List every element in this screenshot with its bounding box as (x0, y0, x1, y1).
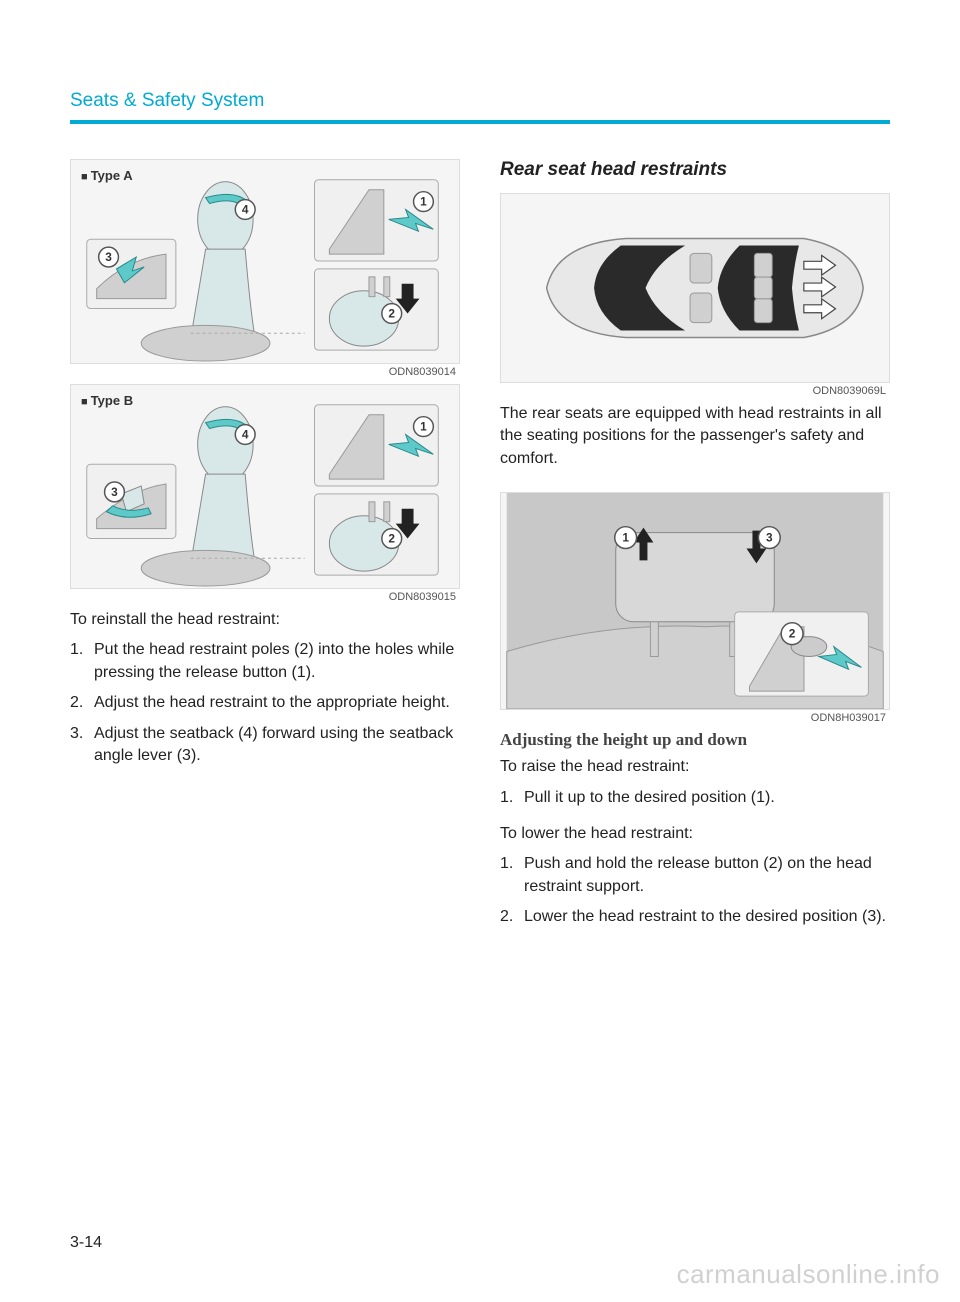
figure-code: ODN8039014 (70, 366, 460, 378)
callout-3: 3 (766, 531, 773, 545)
raise-intro: To raise the head restraint: (500, 756, 890, 778)
right-column: Rear seat head restraints ODN (500, 159, 890, 937)
callout-4: 4 (242, 203, 249, 217)
adjust-subheading: Adjusting the height up and down (500, 730, 890, 750)
two-column-layout: Type A 4 (70, 159, 890, 937)
header-rule (70, 120, 890, 124)
car-top-diagram (501, 194, 889, 382)
figure-code: ODN8H039017 (500, 712, 890, 724)
left-column: Type A 4 (70, 159, 460, 937)
callout-1: 1 (420, 420, 427, 434)
reinstall-steps: Put the head restraint poles (2) into th… (70, 639, 460, 767)
seat-diagram-b: 4 3 1 (71, 385, 459, 588)
list-item: Push and hold the release button (2) on … (500, 853, 890, 898)
headrest-diagram: 1 3 2 (501, 493, 889, 709)
lower-steps: Push and hold the release button (2) on … (500, 853, 890, 928)
callout-3: 3 (111, 485, 118, 499)
list-item: Lower the head restraint to the desired … (500, 906, 890, 928)
callout-1: 1 (622, 531, 629, 545)
callout-4: 4 (242, 428, 249, 442)
page-number: 3-14 (70, 1234, 102, 1252)
callout-3: 3 (105, 250, 112, 264)
figure-headrest: 1 3 2 (500, 492, 890, 710)
rear-seat-text: The rear seats are equipped with head re… (500, 403, 890, 470)
figure-label: Type B (81, 393, 133, 408)
figure-car-top-view (500, 193, 890, 383)
figure-code: ODN8039069L (500, 385, 890, 397)
list-item: Pull it up to the desired position (1). (500, 787, 890, 809)
section-header: Seats & Safety System (70, 90, 890, 112)
callout-2: 2 (388, 306, 395, 320)
callout-2: 2 (789, 627, 796, 641)
figure-type-a: Type A 4 (70, 159, 460, 364)
figure-code: ODN8039015 (70, 591, 460, 603)
reinstall-intro: To reinstall the head restraint: (70, 609, 460, 631)
figure-type-b: Type B 4 (70, 384, 460, 589)
seat-diagram-a: 4 3 1 (71, 160, 459, 363)
list-item: Adjust the head restraint to the appropr… (70, 692, 460, 714)
lower-intro: To lower the head restraint: (500, 823, 890, 845)
callout-1: 1 (420, 195, 427, 209)
figure-label: Type A (81, 168, 133, 183)
watermark: carmanualsonline.info (677, 1259, 940, 1290)
list-item: Put the head restraint poles (2) into th… (70, 639, 460, 684)
callout-2: 2 (388, 531, 395, 545)
manual-page: Seats & Safety System Type A 4 (0, 0, 960, 1302)
rear-seat-heading: Rear seat head restraints (500, 159, 890, 181)
raise-steps: Pull it up to the desired position (1). (500, 787, 890, 809)
list-item: Adjust the seatback (4) forward using th… (70, 723, 460, 768)
